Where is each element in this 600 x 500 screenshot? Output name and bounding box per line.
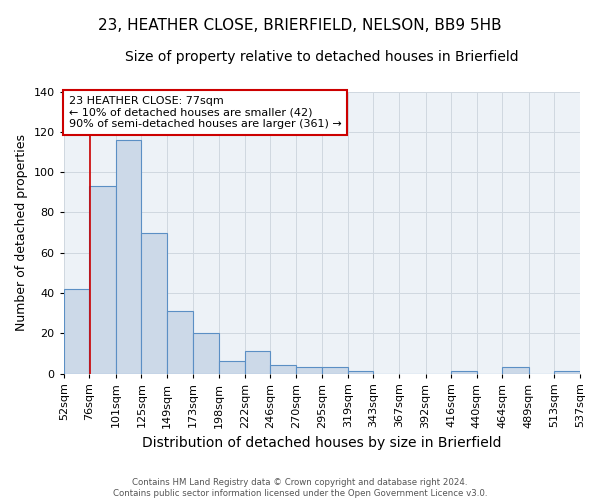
Bar [219,362,245,374]
Bar [167,311,193,374]
X-axis label: Distribution of detached houses by size in Brierfield: Distribution of detached houses by size … [142,436,502,450]
Bar [554,372,580,374]
Bar [64,289,89,374]
Bar [142,232,167,374]
Bar [89,186,116,374]
Bar [193,333,219,374]
Bar [451,372,477,374]
Text: Contains HM Land Registry data © Crown copyright and database right 2024.
Contai: Contains HM Land Registry data © Crown c… [113,478,487,498]
Text: 23, HEATHER CLOSE, BRIERFIELD, NELSON, BB9 5HB: 23, HEATHER CLOSE, BRIERFIELD, NELSON, B… [98,18,502,32]
Title: Size of property relative to detached houses in Brierfield: Size of property relative to detached ho… [125,50,518,64]
Bar [116,140,142,374]
Text: 23 HEATHER CLOSE: 77sqm
← 10% of detached houses are smaller (42)
90% of semi-de: 23 HEATHER CLOSE: 77sqm ← 10% of detache… [69,96,341,129]
Bar [270,366,296,374]
Bar [348,372,373,374]
Bar [245,352,270,374]
Bar [296,368,322,374]
Y-axis label: Number of detached properties: Number of detached properties [15,134,28,331]
Bar [322,368,348,374]
Bar [502,368,529,374]
